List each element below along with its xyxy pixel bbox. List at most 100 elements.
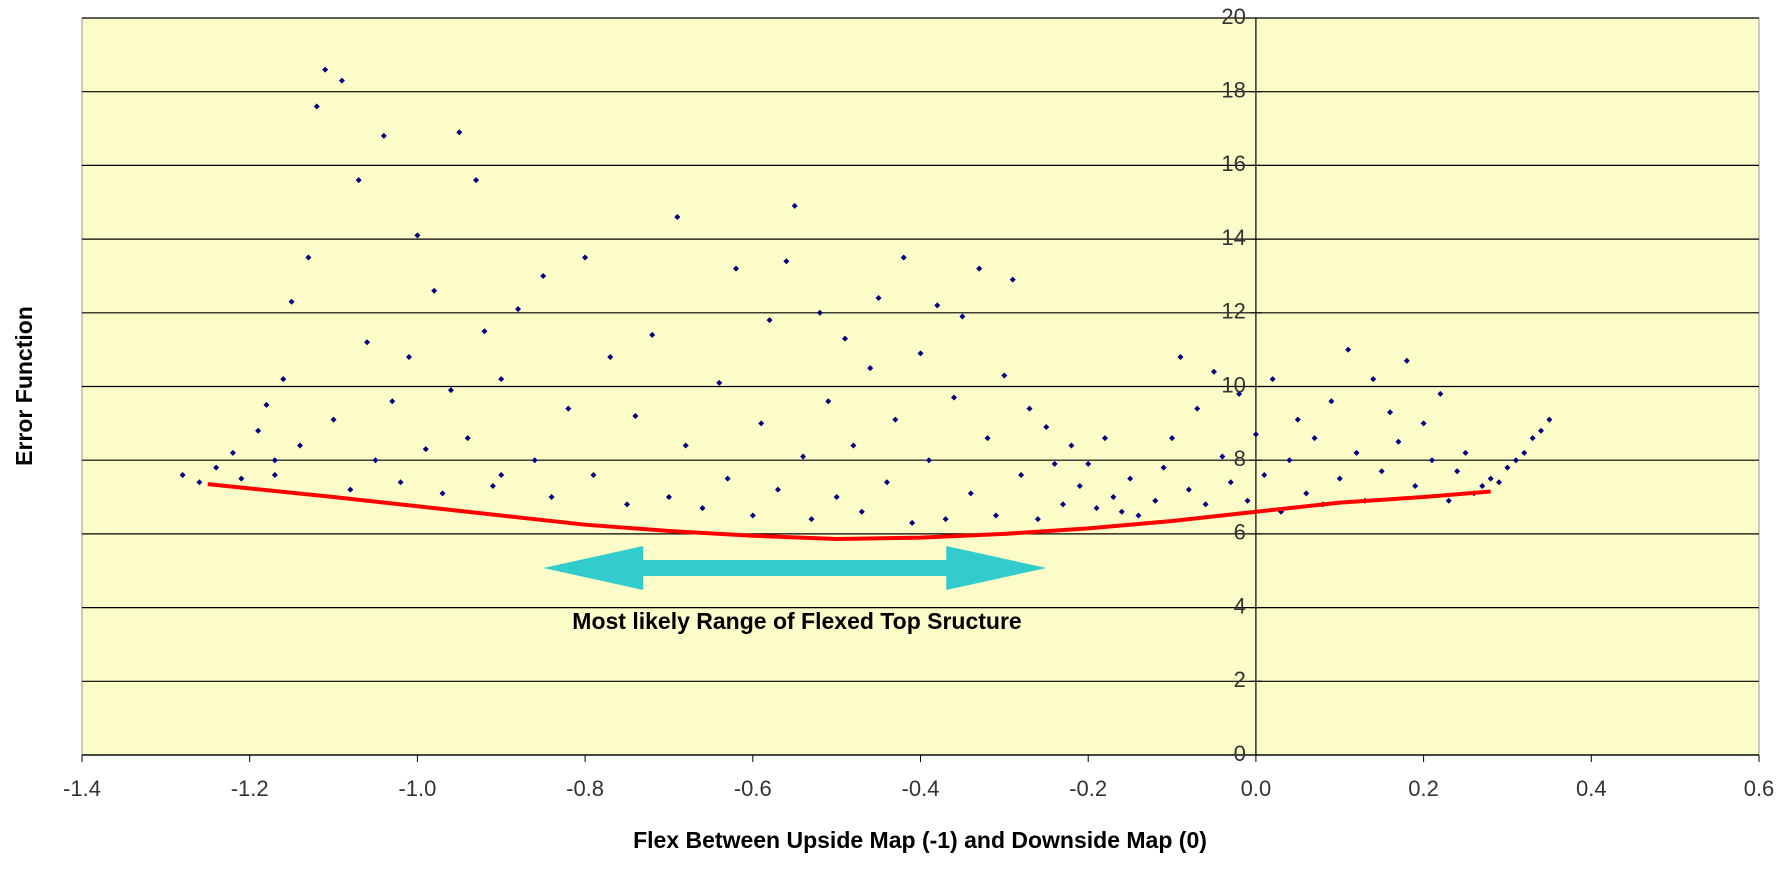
- scatter-point: [1026, 405, 1033, 412]
- scatter-point: [1177, 354, 1184, 361]
- scatter-point: [1118, 508, 1125, 515]
- y-tick-label: 12: [1221, 299, 1245, 324]
- grid: [81, 17, 1760, 762]
- scatter-point: [749, 512, 756, 519]
- scatter-point: [816, 309, 823, 316]
- scatter-point: [1428, 457, 1435, 464]
- scatter-point: [498, 471, 505, 478]
- x-tick-label: -0.2: [1069, 776, 1107, 801]
- scatter-point: [431, 287, 438, 294]
- scatter-point: [464, 435, 471, 442]
- scatter-point: [1068, 442, 1075, 449]
- scatter-point: [842, 335, 849, 342]
- scatter-point: [833, 494, 840, 501]
- scatter-point: [280, 376, 287, 383]
- scatter-point: [414, 232, 421, 239]
- scatter-point: [1169, 435, 1176, 442]
- x-tick-label: 0.2: [1408, 776, 1439, 801]
- x-tick-label: -1.2: [231, 776, 269, 801]
- scatter-point: [498, 376, 505, 383]
- scatter-point: [1512, 457, 1519, 464]
- scatter-point: [951, 394, 958, 401]
- scatter-point: [674, 213, 681, 220]
- scatter-point: [1445, 497, 1452, 504]
- scatter-point: [582, 254, 589, 261]
- scatter-point: [1487, 475, 1494, 482]
- scatter-point: [263, 401, 270, 408]
- scatter-point: [1378, 468, 1385, 475]
- scatter-point: [1060, 501, 1067, 508]
- scatter-point: [632, 412, 639, 419]
- scatter-point: [489, 482, 496, 489]
- scatter-point: [1009, 276, 1016, 283]
- scatter-point: [1185, 486, 1192, 493]
- scatter-point: [540, 272, 547, 279]
- scatter-point: [791, 202, 798, 209]
- scatter-point: [724, 475, 731, 482]
- y-tick-label: 20: [1221, 4, 1245, 29]
- scatter-point: [942, 516, 949, 523]
- scatter-point: [347, 486, 354, 493]
- scatter-point: [213, 464, 220, 471]
- x-tick-label: -1.0: [398, 776, 436, 801]
- scatter-point: [909, 519, 916, 526]
- scatter-point: [1018, 471, 1025, 478]
- scatter-point: [808, 516, 815, 523]
- labels: 0 2 4 6 8 10 12 14 16 18 20 -1.4 -1.2 -1.0 -0.8 -0.6 -0.…: [63, 4, 1774, 801]
- scatter-point: [515, 306, 522, 313]
- scatter-point: [196, 479, 203, 486]
- scatter-point: [271, 457, 278, 464]
- scatter-point: [607, 354, 614, 361]
- scatter-point: [699, 505, 706, 512]
- scatter-point: [1546, 416, 1553, 423]
- scatter-point: [875, 295, 882, 302]
- x-axis-title: Flex Between Upside Map (-1) and Downsid…: [633, 827, 1207, 853]
- scatter-point: [1303, 490, 1310, 497]
- scatter-point: [783, 258, 790, 265]
- scatter-point: [925, 457, 932, 464]
- x-tick-label: 0.0: [1241, 776, 1272, 801]
- scatter-point: [1261, 471, 1268, 478]
- scatter-point: [976, 265, 983, 272]
- scatter-point: [1521, 449, 1528, 456]
- scatter-point: [1051, 460, 1058, 467]
- x-tick-label: -1.4: [63, 776, 101, 801]
- scatter-point: [984, 435, 991, 442]
- x-tick-label: -0.4: [902, 776, 940, 801]
- scatter-point: [1001, 372, 1008, 379]
- y-tick-label: 6: [1234, 520, 1246, 545]
- scatter-point: [967, 490, 974, 497]
- scatter-point: [850, 442, 857, 449]
- scatter-point: [1236, 390, 1243, 397]
- scatter-point: [313, 103, 320, 110]
- x-tick-label: 0.4: [1576, 776, 1607, 801]
- scatter-point: [858, 508, 865, 515]
- scatter-point: [389, 398, 396, 405]
- y-tick-label: 8: [1234, 446, 1246, 471]
- scatter-point: [1076, 482, 1083, 489]
- range-arrow: [543, 546, 1047, 590]
- scatter-point: [959, 313, 966, 320]
- scatter-point: [1101, 435, 1108, 442]
- scatter-point: [1244, 497, 1251, 504]
- scatter-point: [1152, 497, 1159, 504]
- scatter-point: [649, 331, 656, 338]
- scatter-point: [422, 446, 429, 453]
- scatter-point: [481, 328, 488, 335]
- scatter-point: [397, 479, 404, 486]
- scatter-point: [992, 512, 999, 519]
- scatter-point: [1537, 427, 1544, 434]
- scatter-point: [1294, 416, 1301, 423]
- scatter-point: [1345, 346, 1352, 353]
- scatter-point: [665, 494, 672, 501]
- scatter-point: [800, 453, 807, 460]
- scatter-point: [1227, 479, 1234, 486]
- scatter-point: [447, 387, 454, 394]
- y-tick-label: 18: [1221, 78, 1245, 103]
- scatter-point: [1311, 435, 1318, 442]
- scatter-point: [1127, 475, 1134, 482]
- scatter-point: [892, 416, 899, 423]
- scatter-point: [238, 475, 245, 482]
